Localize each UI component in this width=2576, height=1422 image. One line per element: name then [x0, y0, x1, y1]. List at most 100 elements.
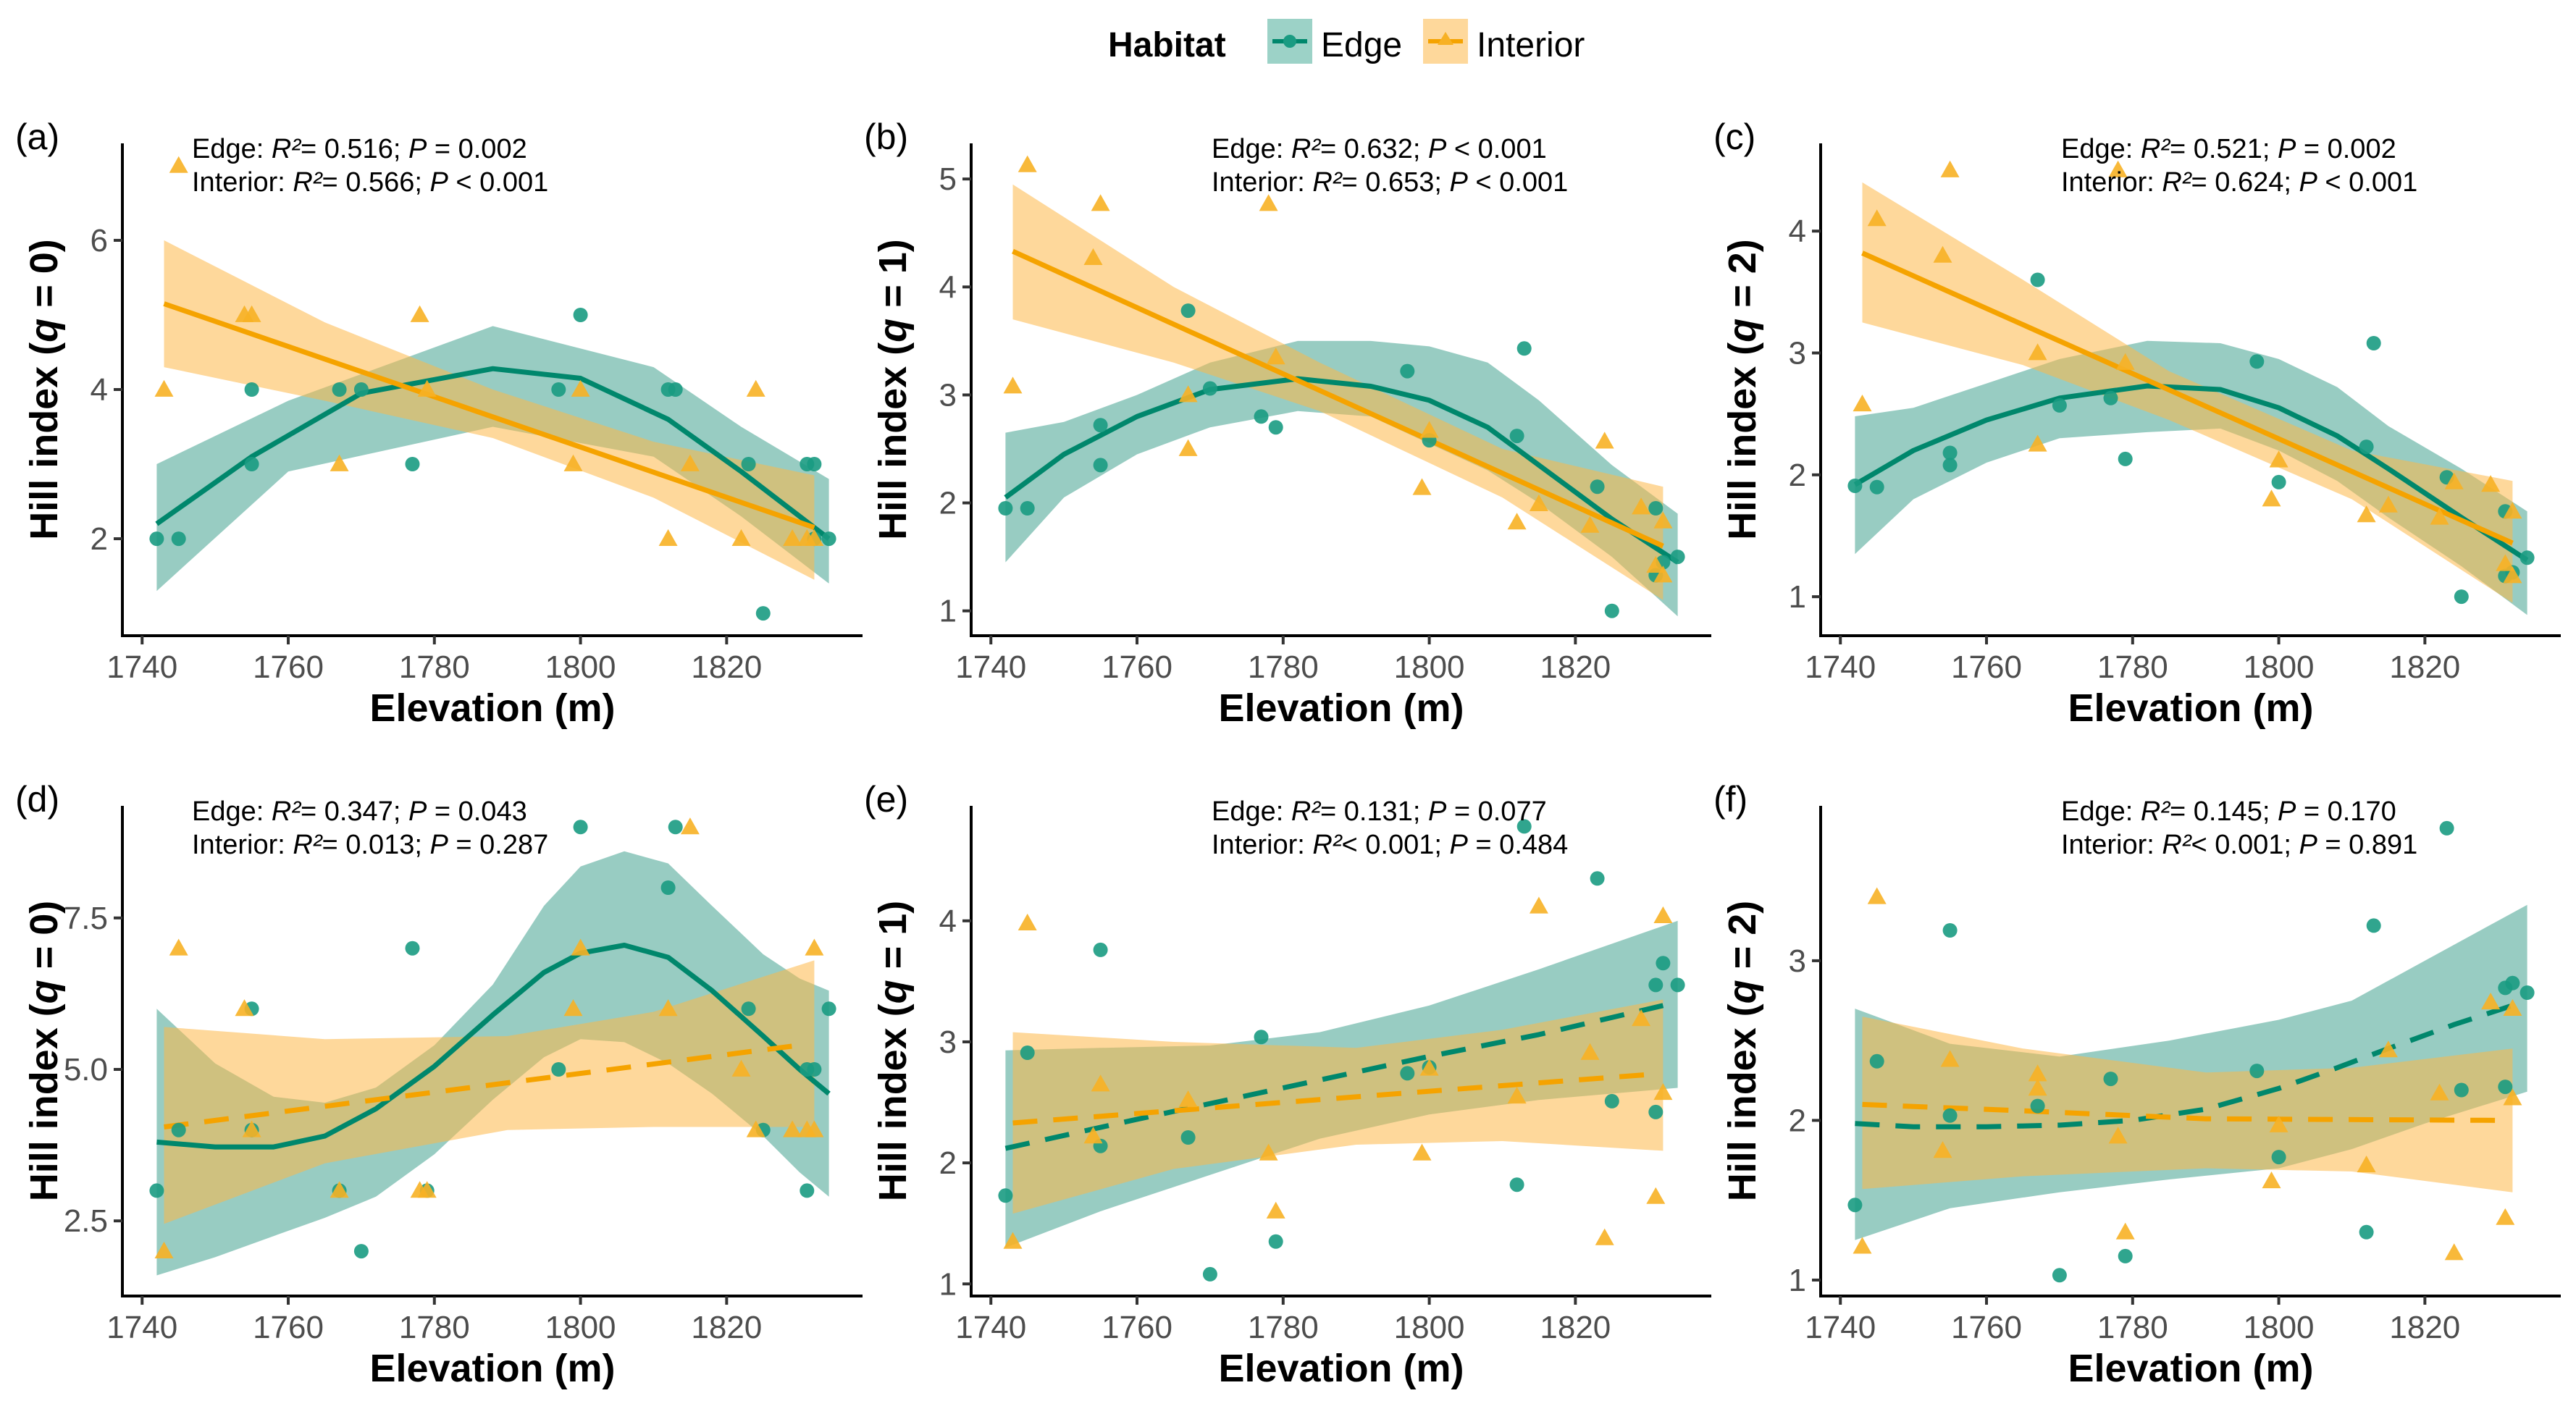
interior-fit-line	[163, 301, 815, 530]
edge-point	[171, 1122, 186, 1137]
panel-label: (d)	[15, 779, 59, 820]
interior-point	[563, 999, 583, 1017]
interior-point	[1595, 1228, 1614, 1245]
interior-point	[169, 156, 188, 173]
edge-point	[573, 308, 588, 322]
interior-point	[2444, 472, 2464, 489]
y-tick-label: 4	[939, 269, 957, 305]
y-tick-label: 2.5	[64, 1203, 108, 1239]
y-tick-label: 2	[939, 486, 957, 521]
edge-point	[244, 457, 259, 471]
y-tick-label: 6	[91, 223, 108, 258]
x-tick-label: 1800	[2244, 1310, 2315, 1345]
interior-point	[2269, 1115, 2288, 1132]
interior-point	[1412, 1143, 1432, 1161]
edge-point	[1869, 479, 1884, 495]
y-tick-label: 1	[939, 594, 957, 629]
interior-fit-line	[1012, 1072, 1649, 1126]
interior-point	[330, 454, 349, 471]
interior-point	[1529, 896, 1548, 914]
panel-d: (d) 1740 1760 1780 1800 1820 2.5 5.0 7.5 Elevatio…	[15, 779, 863, 1390]
y-tick-label: 1	[1789, 579, 1806, 615]
edge-point	[1516, 819, 1532, 834]
x-tick-label: 1800	[545, 649, 616, 685]
edge-stat-annotation: Edge: R²= 0.145; P = 0.170	[2061, 796, 2396, 827]
edge-fit-line	[1853, 383, 2529, 563]
edge-stat-annotation: Edge: R²= 0.521; P = 0.002	[2061, 134, 2396, 164]
edge-point	[1180, 1130, 1196, 1145]
edge-point	[660, 880, 676, 895]
interior-point	[1083, 248, 1103, 265]
edge-point	[1254, 1030, 1269, 1045]
interior-point	[2378, 1040, 2398, 1058]
x-tick-label: 1780	[399, 1310, 470, 1345]
edge-point	[244, 382, 259, 397]
edge-point	[2520, 550, 2535, 565]
interior-point	[2503, 502, 2522, 519]
edge-point	[1942, 458, 1958, 473]
edge-point	[1180, 303, 1196, 319]
edge-point	[1604, 1093, 1619, 1108]
edge-point	[551, 1062, 566, 1077]
edge-point	[149, 1183, 164, 1198]
edge-stat-annotation: Edge: R²= 0.632; P < 0.001	[1212, 134, 1547, 164]
interior-fit-line	[164, 1043, 800, 1129]
interior-point	[783, 1120, 802, 1137]
edge-point	[807, 1062, 822, 1077]
interior-point	[154, 379, 174, 397]
x-tick-label: 1760	[253, 649, 324, 685]
interior-point	[2481, 475, 2501, 492]
interior-point	[2357, 1156, 2376, 1173]
interior-confidence-band	[1012, 999, 1664, 1214]
interior-point	[2503, 998, 2522, 1016]
y-tick-label: 2	[91, 521, 108, 557]
edge-confidence-band	[1005, 340, 1678, 617]
edge-point	[1093, 458, 1108, 473]
interior-point	[1259, 194, 1278, 211]
interior-point	[2430, 1083, 2449, 1101]
x-tick-label: 1820	[1540, 1310, 1611, 1345]
interior-point	[1933, 245, 1952, 263]
edge-point	[2030, 272, 2045, 287]
interior-point	[658, 529, 678, 546]
x-axis-title: Elevation (m)	[369, 686, 615, 730]
interior-point	[2028, 1079, 2047, 1096]
x-axis-title: Elevation (m)	[2068, 1347, 2313, 1390]
edge-point	[171, 531, 186, 547]
edge-point	[1020, 1046, 1035, 1060]
interior-point	[2108, 1127, 2128, 1144]
interior-point	[1419, 421, 1439, 438]
interior-stat-annotation: Interior: R²= 0.013; P = 0.287	[192, 830, 548, 860]
edge-point	[2359, 439, 2374, 455]
x-tick-label: 1740	[106, 649, 177, 685]
y-tick-label: 3	[939, 377, 957, 413]
edge-point	[2249, 1064, 2265, 1079]
legend-title: Habitat	[1108, 26, 1226, 64]
panel-label: (f)	[1713, 779, 1748, 820]
edge-point	[755, 606, 771, 621]
interior-point	[805, 529, 824, 546]
interior-point	[2357, 505, 2376, 523]
edge-point	[1604, 603, 1619, 618]
interior-point	[2503, 566, 2522, 584]
interior-point	[1933, 1141, 1952, 1158]
interior-point	[2108, 160, 2128, 177]
interior-point	[1178, 385, 1198, 403]
edge-point	[1509, 429, 1524, 444]
interior-point	[1178, 1090, 1198, 1108]
edge-point	[1942, 923, 1958, 938]
y-tick-label: 3	[1789, 943, 1806, 979]
y-tick-label: 5.0	[64, 1052, 108, 1087]
edge-fit-line	[1004, 376, 1679, 565]
interior-point	[417, 1181, 437, 1198]
edge-point	[1656, 956, 1671, 971]
interior-stat-annotation: Interior: R²= 0.624; P < 0.001	[2061, 167, 2417, 198]
edge-point	[405, 941, 420, 956]
edge-point	[821, 531, 836, 547]
edge-point	[668, 382, 683, 397]
interior-point	[2378, 495, 2398, 513]
interior-point	[2430, 508, 2449, 525]
y-axis-title: Hill index (q = 1)	[871, 239, 915, 540]
edge-point	[1590, 871, 1605, 886]
